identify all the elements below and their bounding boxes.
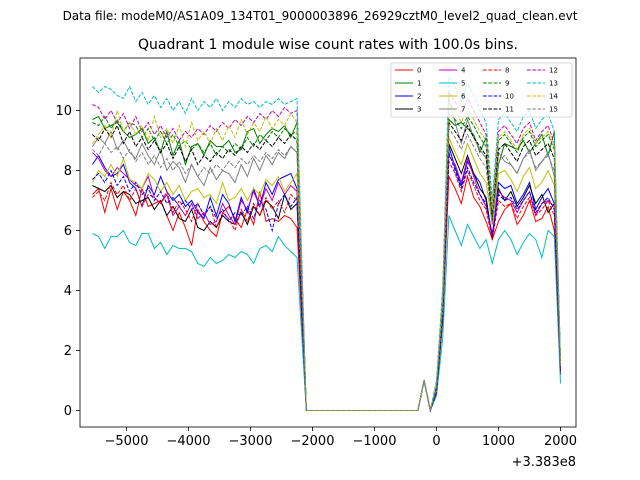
figure-suptitle: Data file: modeM0/AS1A09_134T01_90000038… <box>63 9 578 23</box>
legend-label-11: 11 <box>505 106 514 114</box>
plot-frame <box>79 57 577 428</box>
x-tick-label: −3000 <box>229 434 273 449</box>
legend-label-8: 8 <box>505 67 509 75</box>
series-layer <box>91 75 561 413</box>
plot-area <box>80 58 576 427</box>
y-tick-label: 2 <box>64 344 72 359</box>
x-tick-label: −5000 <box>105 434 149 449</box>
legend-label-1: 1 <box>417 80 421 88</box>
legend-label-14: 14 <box>549 93 558 101</box>
legend-label-12: 12 <box>549 67 558 75</box>
x-tick-label: −4000 <box>167 434 211 449</box>
y-axis: 0 2 4 6 8 10 <box>55 104 80 419</box>
legend-label-6: 6 <box>461 93 466 101</box>
legend-label-9: 9 <box>505 80 509 88</box>
y-tick-label: 0 <box>64 404 72 419</box>
x-tick-label: 1000 <box>482 434 515 449</box>
legend-box <box>390 62 573 118</box>
x-tick-label: 0 <box>432 434 440 449</box>
legend-label-10: 10 <box>505 93 514 101</box>
legend-label-5: 5 <box>461 80 465 88</box>
legend-label-4: 4 <box>461 67 466 75</box>
legend-label-15: 15 <box>549 106 558 114</box>
y-tick-label: 10 <box>55 104 72 119</box>
chart-title: Quadrant 1 module wise count rates with … <box>138 37 518 53</box>
series-line-15 <box>92 126 561 411</box>
x-offset-label: +3.383e8 <box>512 455 576 470</box>
legend-label-3: 3 <box>417 106 421 114</box>
legend-label-2: 2 <box>417 93 421 101</box>
x-tick-label: −2000 <box>291 434 335 449</box>
y-tick-label: 8 <box>64 164 72 179</box>
legend-label-13: 13 <box>549 80 558 88</box>
x-tick-label: 2000 <box>544 434 577 449</box>
x-axis: −5000 −4000 −3000 −2000 −1000 0 1000 2000 <box>105 427 577 449</box>
y-tick-label: 6 <box>64 224 72 239</box>
x-tick-label: −1000 <box>353 434 397 449</box>
legend-label-7: 7 <box>461 106 465 114</box>
series-line-9 <box>92 112 561 411</box>
y-tick-label: 4 <box>64 284 72 299</box>
legend-label-0: 0 <box>417 67 421 75</box>
